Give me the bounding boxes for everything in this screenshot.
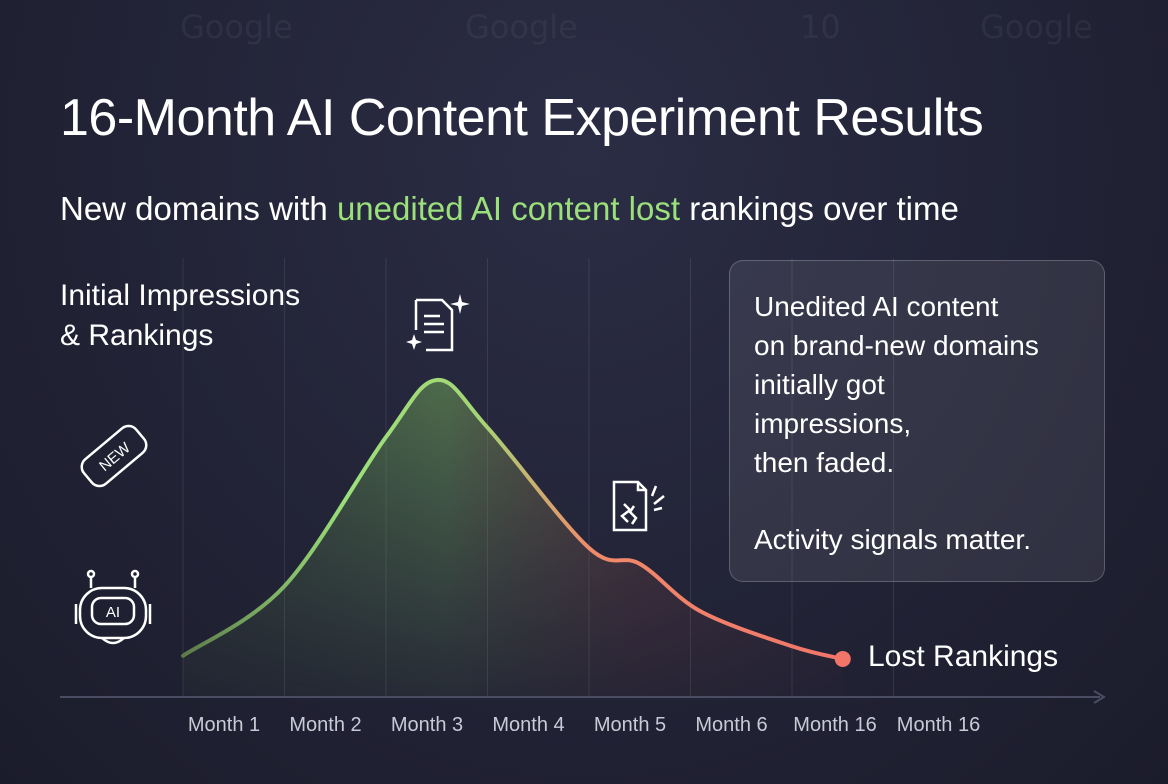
- x-tick-label: Month 6: [695, 714, 767, 736]
- robot-text: AI: [106, 604, 120, 621]
- document-sparkle-icon: [406, 294, 470, 352]
- x-axis-arrow-icon: [1093, 690, 1106, 704]
- end-point-marker: [834, 650, 851, 667]
- y-axis-label: Initial Impressions & Rankings: [60, 276, 300, 356]
- new-badge-icon: NEW: [80, 424, 148, 488]
- end-point-label: Lost Rankings: [868, 640, 1059, 673]
- area-fill: [183, 379, 843, 697]
- callout-card: Unedited AI content on brand-new domains…: [729, 260, 1105, 582]
- x-tick-label: Month 2: [289, 714, 361, 736]
- subtitle-highlight: unedited AI content lost: [336, 190, 681, 227]
- chart-title: 16-Month AI Content Experiment Results: [60, 89, 984, 147]
- callout-line: on brand-new domains: [754, 330, 1039, 361]
- callout-line: impressions,: [754, 408, 912, 439]
- y-label-line: Initial Impressions: [60, 279, 301, 312]
- x-tick-label: Month 16: [793, 714, 876, 736]
- robot-icon: AI: [74, 569, 152, 645]
- y-label-line: & Rankings: [60, 319, 214, 352]
- callout-footer: Activity signals matter.: [754, 524, 1031, 555]
- subtitle-text: New domains with: [60, 190, 337, 227]
- series-line: [181, 377, 845, 661]
- x-tick-label: Month 1: [188, 714, 260, 736]
- subtitle-text-end: rankings over time: [680, 190, 959, 227]
- x-tick-label: Month 5: [594, 714, 666, 736]
- broken-document-icon: [612, 480, 665, 532]
- callout-line: Unedited AI content: [754, 291, 999, 322]
- chart-subtitle: New domains with unedited AI content los…: [60, 190, 959, 228]
- x-tick-label: Month 16: [897, 714, 980, 736]
- callout-line: initially got: [754, 369, 885, 400]
- x-tick-label: Month 4: [492, 714, 564, 736]
- x-tick-label: Month 3: [391, 714, 463, 736]
- callout-line: then faded.: [754, 447, 895, 478]
